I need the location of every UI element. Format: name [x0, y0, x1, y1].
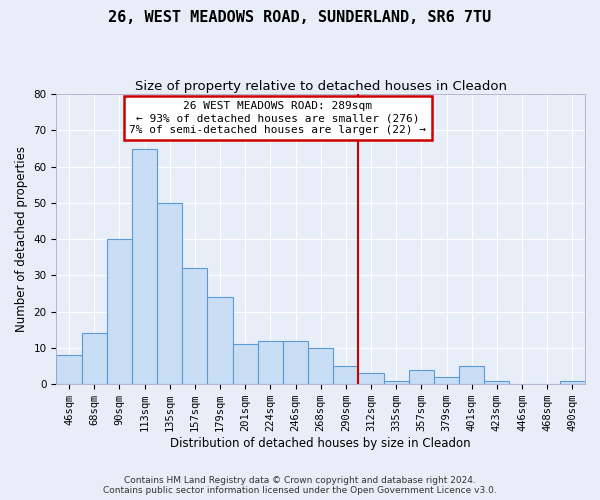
- Bar: [434, 377, 459, 384]
- Bar: [333, 366, 358, 384]
- Title: Size of property relative to detached houses in Cleadon: Size of property relative to detached ho…: [135, 80, 507, 93]
- Bar: [560, 380, 585, 384]
- Bar: [107, 239, 132, 384]
- Bar: [459, 366, 484, 384]
- Bar: [283, 340, 308, 384]
- Text: 26, WEST MEADOWS ROAD, SUNDERLAND, SR6 7TU: 26, WEST MEADOWS ROAD, SUNDERLAND, SR6 7…: [109, 10, 491, 25]
- Bar: [358, 374, 383, 384]
- Bar: [308, 348, 333, 384]
- Bar: [409, 370, 434, 384]
- Bar: [484, 380, 509, 384]
- X-axis label: Distribution of detached houses by size in Cleadon: Distribution of detached houses by size …: [170, 437, 471, 450]
- Bar: [208, 297, 233, 384]
- Bar: [383, 380, 409, 384]
- Bar: [157, 203, 182, 384]
- Y-axis label: Number of detached properties: Number of detached properties: [15, 146, 28, 332]
- Bar: [132, 148, 157, 384]
- Bar: [56, 355, 82, 384]
- Bar: [233, 344, 258, 384]
- Bar: [258, 340, 283, 384]
- Bar: [182, 268, 208, 384]
- Text: Contains HM Land Registry data © Crown copyright and database right 2024.
Contai: Contains HM Land Registry data © Crown c…: [103, 476, 497, 495]
- Text: 26 WEST MEADOWS ROAD: 289sqm
← 93% of detached houses are smaller (276)
7% of se: 26 WEST MEADOWS ROAD: 289sqm ← 93% of de…: [130, 102, 427, 134]
- Bar: [82, 334, 107, 384]
